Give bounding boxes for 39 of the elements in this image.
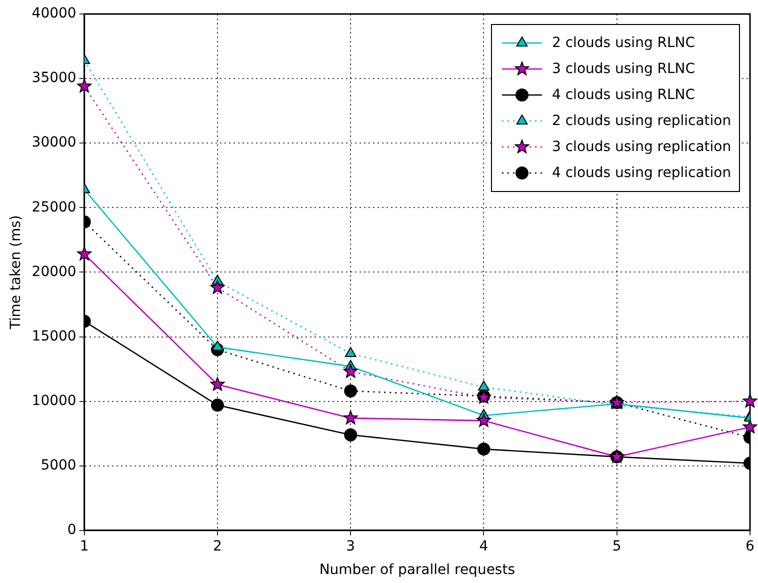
- x-tick-label: 2: [213, 538, 222, 554]
- y-tick-label: 25000: [32, 199, 76, 216]
- y-tick-label: 30000: [32, 134, 76, 151]
- legend-label: 2 clouds using RLNC: [552, 34, 696, 53]
- point: [478, 380, 490, 391]
- point: [476, 413, 491, 427]
- y-axis-title: Time taken (ms): [8, 215, 24, 330]
- y-tick-label: 0: [67, 522, 76, 538]
- legend-label: 2 clouds using replication: [552, 112, 732, 131]
- point: [343, 364, 358, 378]
- point: [477, 442, 490, 456]
- y-tick-label: 40000: [32, 6, 76, 22]
- y-tick-label: 35000: [32, 70, 76, 86]
- legend-label: 3 clouds using replication: [552, 138, 732, 157]
- y-tick-label: 20000: [32, 264, 76, 280]
- legend-label: 4 clouds using RLNC: [552, 86, 696, 105]
- point: [77, 78, 92, 92]
- y-tick-label: 15000: [32, 328, 76, 344]
- point: [77, 246, 92, 260]
- point: [210, 377, 225, 391]
- point: [742, 420, 758, 434]
- y-tick-label: 10000: [32, 392, 76, 409]
- point: [742, 394, 758, 408]
- x-tick-label: 5: [612, 538, 622, 554]
- legend-label: 3 clouds using RLNC: [552, 60, 696, 79]
- point: [210, 280, 225, 294]
- x-tick-label: 3: [346, 538, 356, 554]
- x-tick-label: 1: [80, 538, 89, 554]
- point: [343, 410, 358, 424]
- x-tick-label: 4: [479, 538, 488, 554]
- x-tick-label: 6: [746, 538, 755, 554]
- point: [344, 347, 356, 358]
- point: [344, 428, 358, 442]
- point: [210, 398, 224, 412]
- y-tick-label: 5000: [40, 457, 76, 474]
- point: [212, 340, 224, 351]
- x-axis-title: Number of parallel requests: [319, 562, 516, 578]
- point: [344, 384, 358, 398]
- legend-label: 4 clouds using replication: [552, 164, 732, 183]
